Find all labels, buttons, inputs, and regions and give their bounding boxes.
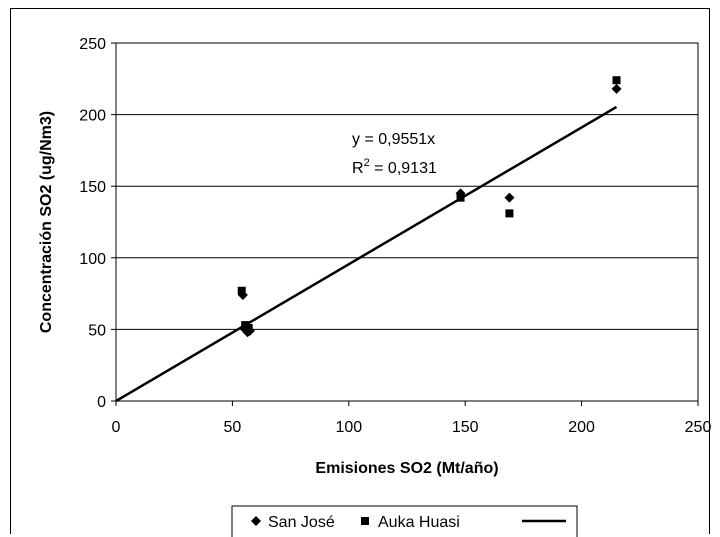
trend-equation: y = 0,9551x	[352, 131, 435, 148]
x-tick-label-0: 0	[112, 419, 121, 436]
trend-r2: R2 = 0,9131	[352, 157, 437, 177]
point-auka-huasi-2	[244, 323, 253, 332]
point-auka-huasi-5	[612, 76, 621, 85]
x-tick-labels: 0 50 100 150 200 250	[112, 419, 712, 436]
point-san-jos--5	[504, 192, 515, 203]
point-auka-huasi-4	[505, 209, 514, 218]
y-tick-label-4: 200	[79, 108, 106, 125]
point-san-jos--6	[611, 83, 622, 94]
y-tick-labels: 0 50 100 150 200 250	[79, 36, 106, 411]
trendline	[115, 105, 618, 403]
trend-r2-value: = 0,9131	[370, 160, 437, 177]
grid-lines	[116, 114, 698, 330]
axes	[111, 42, 699, 406]
x-tick-label-3: 150	[452, 419, 479, 436]
y-tick-label-0: 0	[97, 394, 106, 411]
y-tick-label-2: 100	[79, 251, 106, 268]
x-axis-title: Emisiones SO2 (Mt/año)	[315, 460, 498, 477]
x-tick-label-5: 250	[685, 419, 712, 436]
legend-marker-san-jose	[251, 516, 261, 526]
x-tick-label-1: 50	[224, 419, 242, 436]
legend-label-san-jose: San José	[268, 514, 335, 531]
data-points	[237, 76, 622, 338]
legend-marker-auka-huasi	[361, 517, 369, 525]
legend-box	[231, 505, 578, 537]
chart-frame	[10, 8, 710, 534]
x-tick-label-2: 100	[335, 419, 362, 436]
y-tick-label-1: 50	[88, 322, 106, 339]
legend-label-auka-huasi: Auka Huasi	[378, 514, 460, 531]
trend-r2-sup: 2	[364, 157, 370, 169]
point-auka-huasi-0	[237, 286, 246, 295]
y-tick-label-5: 250	[79, 36, 106, 53]
point-auka-huasi-3	[456, 193, 465, 202]
legend: San José Auka Huasi	[231, 505, 578, 537]
plot-area	[115, 42, 699, 402]
trend-r2-prefix: R	[352, 160, 364, 177]
y-tick-label-3: 150	[79, 179, 106, 196]
trendline-path	[115, 105, 618, 403]
x-tick-label-4: 200	[568, 419, 595, 436]
y-axis-title: Concentración SO2 (ug/Nm3)	[38, 111, 55, 333]
